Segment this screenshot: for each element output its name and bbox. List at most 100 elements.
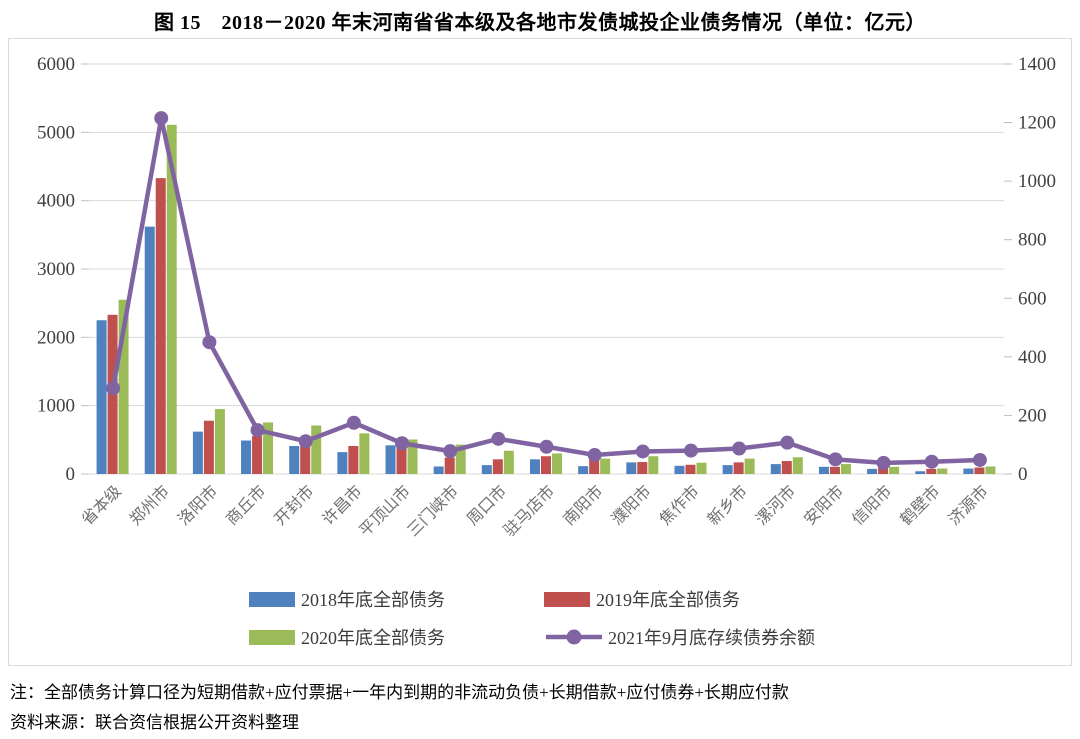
bar-2018年底全部债务-商丘市 xyxy=(241,440,252,474)
bar-2019年底全部债务-许昌市 xyxy=(348,445,359,474)
x-category-label-开封市: 开封市 xyxy=(271,482,318,529)
chart-frame: 0 1000 2000 3000 4000 5000 6000 0 200 400 600 800 10… xyxy=(8,38,1072,666)
bar-2019年底全部债务-平顶山市 xyxy=(396,447,407,474)
line-marker-许昌市 xyxy=(346,415,361,430)
bar-2018年底全部债务-洛阳市 xyxy=(192,431,203,474)
legend-label-2020: 2020年底全部债务 xyxy=(301,628,445,648)
left-axis-tick-label: 6000 xyxy=(37,54,75,75)
bar-2020年底全部债务-洛阳市 xyxy=(214,409,225,474)
line-marker-漯河市 xyxy=(780,435,795,450)
line-marker-周口市 xyxy=(491,431,506,446)
right-axis-tick-label: 1400 xyxy=(1018,54,1056,75)
bar-2020年底全部债务-开封市 xyxy=(311,425,322,474)
bar-2020年底全部债务-驻马店市 xyxy=(552,453,562,474)
line-marker-新乡市 xyxy=(732,441,747,456)
bar-2020年底全部债务-郑州市 xyxy=(166,124,177,475)
x-category-label-信阳市: 信阳市 xyxy=(849,482,896,529)
x-category-label-南阳市: 南阳市 xyxy=(560,482,607,529)
bar-2018年底全部债务-漯河市 xyxy=(770,464,781,474)
x-category-label-安阳市: 安阳市 xyxy=(801,482,848,529)
line-marker-洛阳市 xyxy=(202,335,217,350)
bar-2019年底全部债务-焦作市 xyxy=(685,464,696,474)
x-category-label-三门峡市: 三门峡市 xyxy=(404,482,462,540)
legend-line-marker-icon xyxy=(546,629,602,645)
bar-2020年底全部债务-平顶山市 xyxy=(407,439,418,474)
bar-2018年底全部债务-许昌市 xyxy=(337,452,348,474)
right-axis-tick-label: 600 xyxy=(1018,288,1047,309)
right-axis-tick-label: 800 xyxy=(1018,230,1047,251)
line-marker-省本级 xyxy=(106,381,121,396)
calculation-note: 注：全部债务计算口径为短期借款+应付票据+一年内到期的非流动负债+长期借款+应付… xyxy=(10,683,789,702)
left-axis-tick-label: 1000 xyxy=(37,396,75,417)
x-category-label-商丘市: 商丘市 xyxy=(223,482,270,529)
x-category-label-洛阳市: 洛阳市 xyxy=(175,482,222,529)
x-category-label-济源市: 济源市 xyxy=(945,482,992,529)
line-marker-平顶山市 xyxy=(395,436,410,451)
legend-swatch-2020-icon xyxy=(249,629,295,645)
line-marker-南阳市 xyxy=(587,447,602,462)
chart-legend: 2018年底全部债务 2019年底全部债务 2020年底全部债务 2021年9月… xyxy=(249,587,889,649)
bar-2019年底全部债务-洛阳市 xyxy=(203,420,214,474)
bar-2019年底全部债务-鹤壁市 xyxy=(926,468,937,474)
left-axis-tick-label: 2000 xyxy=(37,327,75,348)
bar-2019年底全部债务-驻马店市 xyxy=(541,456,551,474)
line-marker-三门峡市 xyxy=(443,444,458,459)
bar-2019年底全部债务-濮阳市 xyxy=(637,462,648,474)
line-marker-商丘市 xyxy=(250,423,265,438)
legend-label-2019: 2019年底全部债务 xyxy=(596,590,740,610)
line-marker-开封市 xyxy=(298,434,313,449)
bar-2018年底全部债务-驻马店市 xyxy=(530,459,540,474)
legend-item-2019: 2019年底全部债务 xyxy=(544,587,889,611)
bar-2020年底全部债务-周口市 xyxy=(503,450,514,474)
left-axis-tick-label: 4000 xyxy=(37,191,75,212)
x-category-label-省本级: 省本级 xyxy=(78,482,125,529)
bar-2020年底全部债务-新乡市 xyxy=(744,458,755,474)
x-category-label-焦作市: 焦作市 xyxy=(656,482,703,529)
legend-label-2021: 2021年9月底存续债券余额 xyxy=(608,628,815,648)
x-category-label-平顶山市: 平顶山市 xyxy=(356,482,414,540)
line-marker-安阳市 xyxy=(828,452,843,467)
bar-2020年底全部债务-南阳市 xyxy=(600,458,611,474)
bar-2020年底全部债务-省本级 xyxy=(118,299,129,474)
bar-2019年底全部债务-商丘市 xyxy=(252,436,263,474)
combo-chart-plot: 0 1000 2000 3000 4000 5000 6000 0 200 400 600 800 10… xyxy=(37,54,1056,540)
bar-2020年底全部债务-三门峡市 xyxy=(455,444,466,474)
bar-2020年底全部债务-焦作市 xyxy=(696,462,707,474)
bar-2019年底全部债务-济源市 xyxy=(974,467,985,474)
x-category-label-周口市: 周口市 xyxy=(463,482,510,529)
line-marker-郑州市 xyxy=(154,111,169,126)
bar-2018年底全部债务-郑州市 xyxy=(144,226,155,474)
bar-2019年底全部债务-信阳市 xyxy=(878,467,889,474)
bar-2018年底全部债务-周口市 xyxy=(481,465,492,474)
x-category-label-漯河市: 漯河市 xyxy=(752,482,799,529)
legend-swatch-2018-icon xyxy=(249,591,295,607)
bar-2020年底全部债务-许昌市 xyxy=(359,433,370,474)
bar-2018年底全部债务-新乡市 xyxy=(722,465,733,474)
bar-2020年底全部债务-濮阳市 xyxy=(648,456,659,474)
bar-2018年底全部债务-南阳市 xyxy=(578,466,589,474)
right-axis-tick-label: 0 xyxy=(1018,464,1028,485)
bar-2018年底全部债务-焦作市 xyxy=(674,465,685,474)
bar-2018年底全部债务-济源市 xyxy=(963,468,974,474)
bar-2019年底全部债务-安阳市 xyxy=(829,466,840,474)
bar-2019年底全部债务-漯河市 xyxy=(781,461,792,474)
x-category-label-许昌市: 许昌市 xyxy=(319,482,366,529)
line-marker-济源市 xyxy=(972,452,987,467)
x-category-label-郑州市: 郑州市 xyxy=(126,482,173,529)
bar-2018年底全部债务-鹤壁市 xyxy=(915,471,926,474)
bar-2018年底全部债务-开封市 xyxy=(289,445,300,474)
bar-2018年底全部债务-濮阳市 xyxy=(626,462,637,474)
right-axis-tick-label: 1200 xyxy=(1018,113,1056,134)
right-axis-tick-label: 400 xyxy=(1018,347,1047,368)
bar-2018年底全部债务-安阳市 xyxy=(818,466,829,474)
chart-title: 图 15 2018－2020 年末河南省省本级及各地市发债城投企业债务情况（单位… xyxy=(154,12,926,34)
legend-line-marker-dot xyxy=(566,629,582,645)
bar-2020年底全部债务-济源市 xyxy=(985,466,996,474)
left-axis-tick-label: 5000 xyxy=(37,122,75,143)
bar-2018年底全部债务-信阳市 xyxy=(867,468,878,474)
legend-item-2018: 2018年底全部债务 xyxy=(249,587,544,611)
source-note: 资料来源：联合资信根据公开资料整理 xyxy=(10,713,299,732)
bar-2018年底全部债务-省本级 xyxy=(96,320,107,474)
right-axis-tick-label: 200 xyxy=(1018,405,1047,426)
legend-item-2021: 2021年9月底存续债券余额 xyxy=(544,625,889,649)
